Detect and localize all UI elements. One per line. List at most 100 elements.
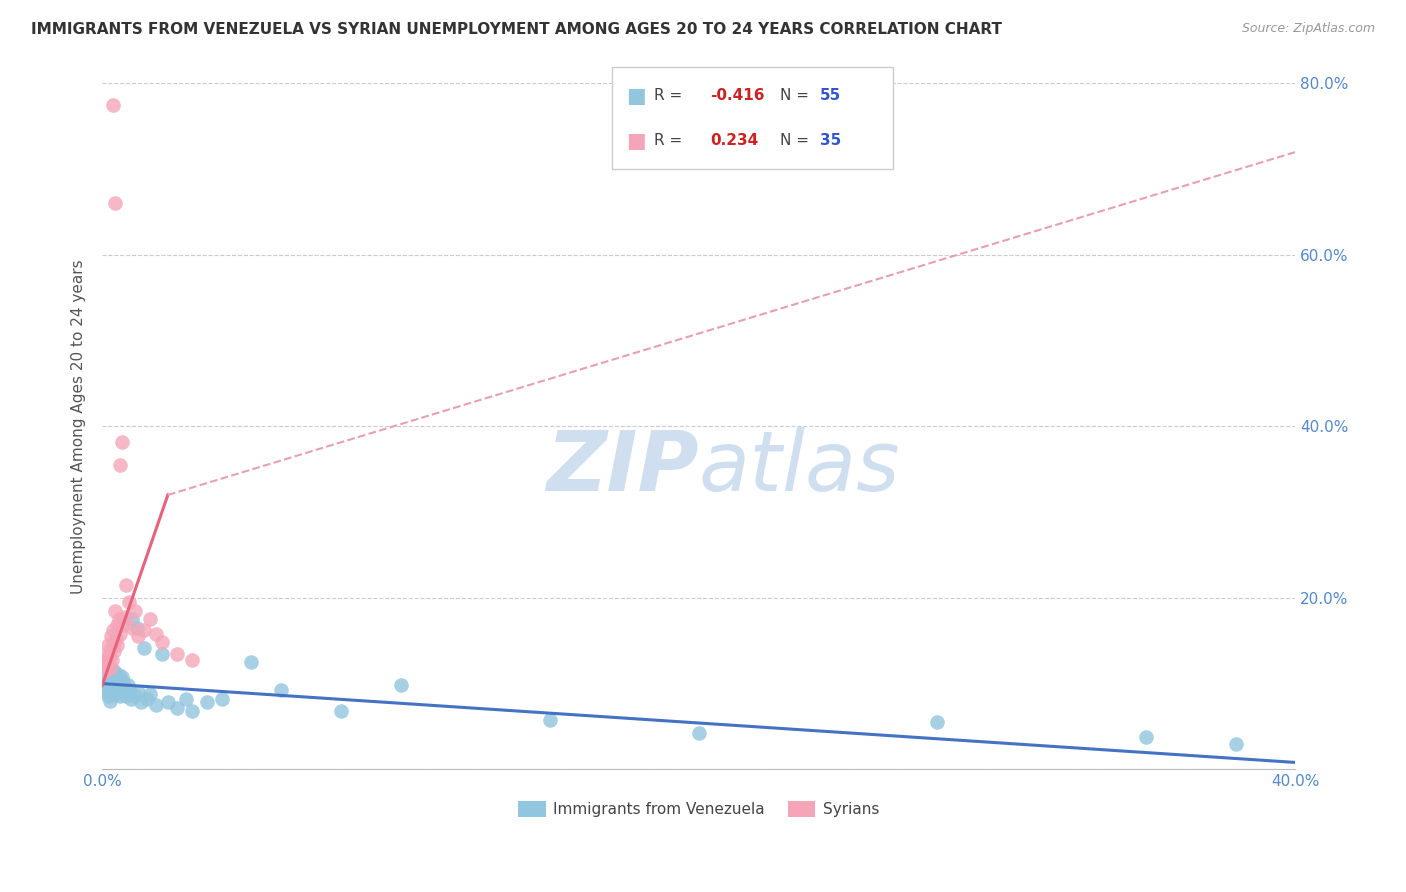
Point: [96, 647, 118, 661]
Point: [115, 690, 138, 704]
Point: [110, 434, 132, 449]
Point: [108, 458, 131, 472]
Point: [136, 692, 159, 706]
Point: [103, 644, 125, 658]
Legend: Immigrants from Venezuela, Syrians: Immigrants from Venezuela, Syrians: [512, 795, 886, 823]
Point: [195, 695, 218, 709]
Text: ■: ■: [626, 131, 645, 151]
Point: [270, 683, 292, 698]
Point: [103, 664, 125, 678]
Point: [104, 196, 127, 211]
Point: [94, 655, 117, 669]
Point: [538, 713, 561, 727]
Point: [150, 647, 173, 661]
Point: [114, 609, 136, 624]
Point: [97, 652, 120, 666]
Point: [1225, 737, 1247, 751]
Point: [103, 683, 125, 698]
Point: [112, 618, 135, 632]
Point: [180, 652, 202, 666]
Point: [132, 640, 155, 655]
Point: [125, 621, 148, 635]
Point: [156, 695, 179, 709]
Point: [120, 692, 142, 706]
Point: [104, 687, 127, 701]
Point: [98, 694, 121, 708]
Point: [124, 690, 146, 704]
Point: [117, 678, 139, 692]
Point: [108, 681, 131, 695]
Point: [129, 695, 152, 709]
Text: N =: N =: [780, 88, 814, 103]
Point: [93, 681, 115, 695]
Point: [108, 690, 131, 704]
Point: [127, 629, 149, 643]
Point: [166, 700, 188, 714]
Point: [100, 652, 122, 666]
Point: [105, 673, 128, 687]
Point: [104, 632, 127, 646]
Point: [94, 673, 117, 687]
Point: [145, 627, 167, 641]
Point: [104, 678, 127, 692]
Text: 0.234: 0.234: [710, 133, 758, 148]
Point: [105, 683, 128, 698]
Text: ■: ■: [626, 86, 645, 105]
Point: [166, 647, 188, 661]
Point: [124, 604, 146, 618]
Point: [100, 681, 122, 695]
Point: [107, 612, 129, 626]
Point: [111, 685, 134, 699]
Point: [127, 685, 149, 699]
Point: [103, 635, 125, 649]
Text: R =: R =: [654, 88, 688, 103]
Point: [240, 655, 263, 669]
Point: [97, 681, 120, 695]
Point: [211, 692, 233, 706]
Point: [145, 698, 167, 712]
Point: [100, 673, 122, 687]
Point: [688, 726, 710, 740]
Point: [1135, 730, 1157, 744]
Point: [97, 668, 120, 682]
Point: [97, 649, 120, 664]
Point: [174, 692, 197, 706]
Point: [101, 666, 124, 681]
Text: ZIP: ZIP: [546, 427, 699, 508]
Point: [118, 683, 141, 698]
Point: [180, 704, 202, 718]
Point: [98, 661, 121, 675]
Point: [101, 624, 124, 638]
Point: [94, 659, 117, 673]
Point: [121, 621, 143, 635]
Text: 55: 55: [820, 88, 841, 103]
Point: [94, 676, 117, 690]
Point: [139, 612, 162, 626]
Point: [97, 638, 120, 652]
Y-axis label: Unemployment Among Ages 20 to 24 years: Unemployment Among Ages 20 to 24 years: [72, 259, 86, 594]
Point: [104, 604, 127, 618]
Point: [105, 638, 128, 652]
Text: 35: 35: [820, 133, 841, 148]
Point: [112, 674, 135, 689]
Text: atlas: atlas: [699, 427, 900, 508]
Point: [96, 685, 118, 699]
Point: [139, 687, 162, 701]
Text: N =: N =: [780, 133, 814, 148]
Point: [389, 678, 412, 692]
Point: [114, 681, 136, 695]
Point: [329, 704, 352, 718]
Point: [927, 715, 949, 730]
Point: [132, 624, 155, 638]
Point: [100, 629, 122, 643]
Text: -0.416: -0.416: [710, 88, 765, 103]
Point: [110, 670, 132, 684]
Text: Source: ZipAtlas.com: Source: ZipAtlas.com: [1241, 22, 1375, 36]
Text: IMMIGRANTS FROM VENEZUELA VS SYRIAN UNEMPLOYMENT AMONG AGES 20 TO 24 YEARS CORRE: IMMIGRANTS FROM VENEZUELA VS SYRIAN UNEM…: [31, 22, 1002, 37]
Point: [98, 659, 121, 673]
Point: [118, 595, 141, 609]
Point: [150, 635, 173, 649]
Point: [121, 612, 143, 626]
Text: R =: R =: [654, 133, 692, 148]
Point: [101, 98, 124, 112]
